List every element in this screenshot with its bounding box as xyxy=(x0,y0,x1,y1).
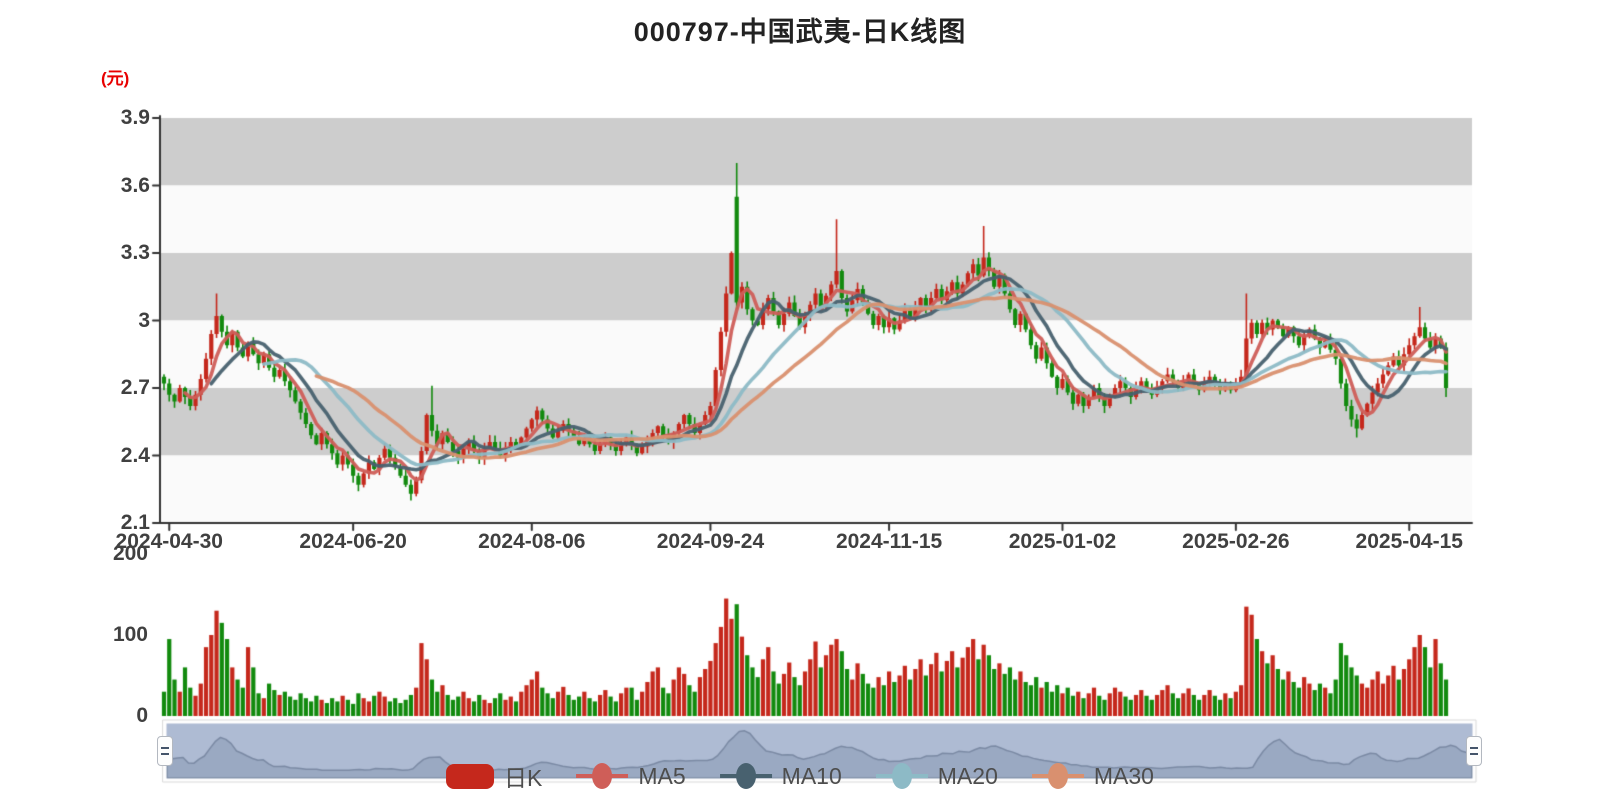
legend-label: MA10 xyxy=(781,762,842,789)
datazoom-right-handle[interactable] xyxy=(1466,736,1482,766)
volume-tick-label: 200 xyxy=(112,542,148,565)
legend-label: MA5 xyxy=(638,762,686,789)
legend-item-ma5[interactable]: MA5 xyxy=(576,762,686,790)
legend-item-日k[interactable]: 日K xyxy=(446,759,542,793)
legend-label: MA20 xyxy=(937,762,998,789)
price-tick-label: 3.6 xyxy=(120,173,150,197)
legend-label: 日K xyxy=(504,765,543,791)
price-tick-label: 2.4 xyxy=(120,443,150,467)
date-tick-label: 2024-09-24 xyxy=(656,530,765,553)
volume-tick-label: 0 xyxy=(136,704,148,727)
date-tick-label: 2024-06-20 xyxy=(299,530,407,553)
price-tick-label: 3.3 xyxy=(120,241,150,264)
date-tick-label: 2025-02-26 xyxy=(1182,530,1290,553)
price-tick-label: 2.7 xyxy=(120,376,150,399)
date-tick-label: 2025-01-02 xyxy=(1008,530,1117,553)
legend-item-ma10[interactable]: MA10 xyxy=(719,762,842,790)
ma-line-marker-icon xyxy=(1031,762,1084,790)
legend-label: MA30 xyxy=(1093,762,1154,789)
datazoom-left-handle[interactable] xyxy=(157,736,173,766)
volume-tick-label: 100 xyxy=(112,623,148,646)
price-tick-label: 3.9 xyxy=(120,106,150,129)
price-tick-label: 3 xyxy=(138,308,150,332)
price-unit-label: (元) xyxy=(101,69,130,88)
candlestick-swatch-icon xyxy=(446,763,495,789)
chart-title: 000797-中国武夷-日K线图 xyxy=(633,17,967,47)
legend: 日K MA5 MA10 MA20 MA30 xyxy=(446,759,1154,793)
date-tick-label: 2024-04-30 xyxy=(115,530,223,553)
date-tick-label: 2024-08-06 xyxy=(478,530,586,553)
ma-line-marker-icon xyxy=(875,762,928,790)
ma-line-marker-icon xyxy=(719,762,772,790)
price-tick-label: 2.1 xyxy=(120,511,150,534)
legend-item-ma30[interactable]: MA30 xyxy=(1031,762,1154,790)
ma-line-marker-icon xyxy=(576,762,629,790)
legend-item-ma20[interactable]: MA20 xyxy=(875,762,998,790)
date-tick-label: 2024-11-15 xyxy=(835,530,943,553)
date-tick-label: 2025-04-15 xyxy=(1355,530,1463,553)
